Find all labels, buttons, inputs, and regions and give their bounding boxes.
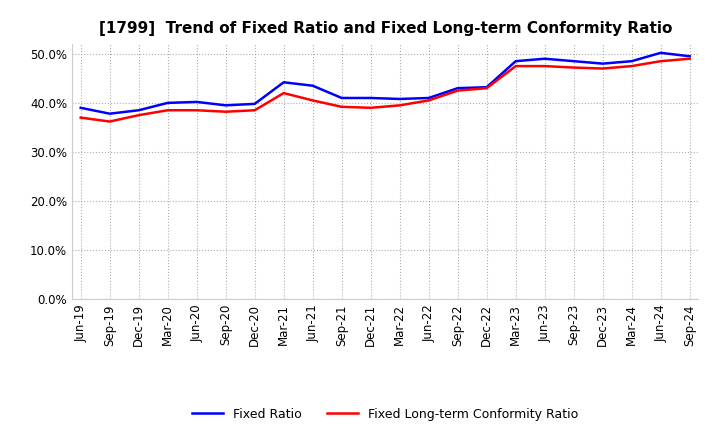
Fixed Ratio xyxy=(366,95,375,101)
Fixed Long-term Conformity Ratio xyxy=(163,108,172,113)
Line: Fixed Long-term Conformity Ratio: Fixed Long-term Conformity Ratio xyxy=(81,59,690,121)
Fixed Ratio xyxy=(570,59,578,64)
Fixed Ratio xyxy=(511,59,520,64)
Fixed Ratio xyxy=(685,54,694,59)
Fixed Long-term Conformity Ratio xyxy=(135,113,143,118)
Fixed Long-term Conformity Ratio xyxy=(570,65,578,70)
Line: Fixed Ratio: Fixed Ratio xyxy=(81,53,690,114)
Fixed Ratio xyxy=(338,95,346,101)
Fixed Ratio xyxy=(424,95,433,101)
Fixed Long-term Conformity Ratio xyxy=(308,98,317,103)
Fixed Long-term Conformity Ratio xyxy=(76,115,85,120)
Fixed Ratio xyxy=(395,96,404,102)
Fixed Long-term Conformity Ratio xyxy=(366,105,375,110)
Fixed Long-term Conformity Ratio xyxy=(251,108,259,113)
Fixed Ratio xyxy=(482,84,491,90)
Fixed Long-term Conformity Ratio xyxy=(541,63,549,69)
Fixed Ratio xyxy=(105,111,114,116)
Fixed Long-term Conformity Ratio xyxy=(598,66,607,71)
Fixed Long-term Conformity Ratio xyxy=(627,63,636,69)
Title: [1799]  Trend of Fixed Ratio and Fixed Long-term Conformity Ratio: [1799] Trend of Fixed Ratio and Fixed Lo… xyxy=(99,21,672,36)
Fixed Long-term Conformity Ratio xyxy=(105,119,114,124)
Fixed Ratio xyxy=(541,56,549,61)
Fixed Ratio xyxy=(279,80,288,85)
Fixed Long-term Conformity Ratio xyxy=(511,63,520,69)
Fixed Ratio xyxy=(163,100,172,106)
Fixed Long-term Conformity Ratio xyxy=(454,88,462,93)
Fixed Long-term Conformity Ratio xyxy=(657,59,665,64)
Fixed Ratio xyxy=(221,103,230,108)
Fixed Long-term Conformity Ratio xyxy=(424,98,433,103)
Fixed Ratio xyxy=(192,99,201,105)
Fixed Ratio xyxy=(598,61,607,66)
Fixed Long-term Conformity Ratio xyxy=(685,56,694,61)
Fixed Ratio xyxy=(76,105,85,110)
Fixed Long-term Conformity Ratio xyxy=(338,104,346,110)
Fixed Ratio xyxy=(627,59,636,64)
Fixed Ratio xyxy=(454,85,462,91)
Fixed Ratio xyxy=(251,101,259,106)
Fixed Long-term Conformity Ratio xyxy=(192,108,201,113)
Fixed Ratio xyxy=(308,83,317,88)
Fixed Long-term Conformity Ratio xyxy=(395,103,404,108)
Fixed Long-term Conformity Ratio xyxy=(279,91,288,96)
Legend: Fixed Ratio, Fixed Long-term Conformity Ratio: Fixed Ratio, Fixed Long-term Conformity … xyxy=(187,403,583,425)
Fixed Long-term Conformity Ratio xyxy=(482,85,491,91)
Fixed Ratio xyxy=(657,50,665,55)
Fixed Long-term Conformity Ratio xyxy=(221,109,230,114)
Fixed Ratio xyxy=(135,108,143,113)
